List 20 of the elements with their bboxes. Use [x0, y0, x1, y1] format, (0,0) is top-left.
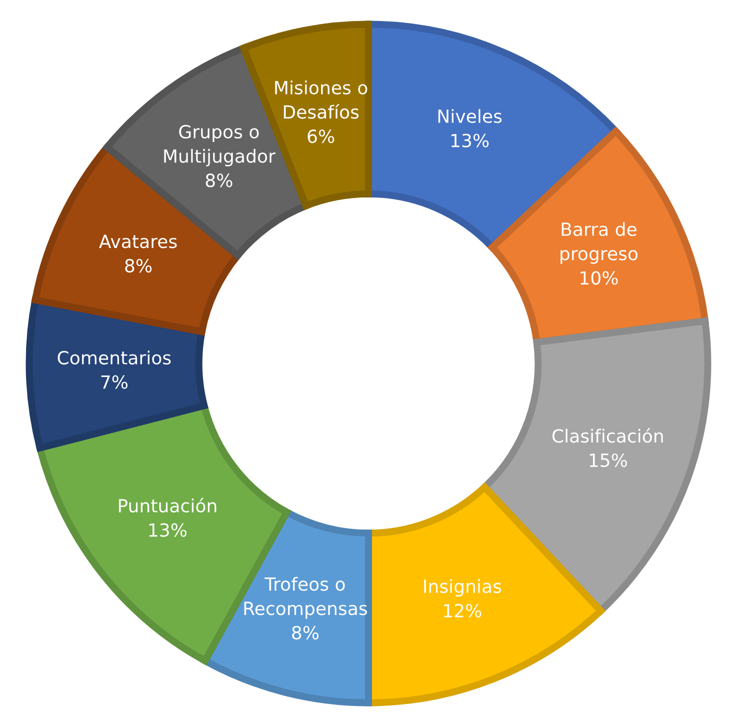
slice-label: Grupos o Multijugador: [164, 124, 276, 166]
slice-label: Barra de progreso: [560, 222, 638, 264]
data-label: 12%: [444, 604, 482, 618]
slice-label: Clasificación: [552, 428, 663, 443]
slice-label: Insignias: [424, 579, 502, 597]
slice-label: Niveles: [438, 109, 502, 124]
data-label: 8%: [206, 174, 232, 188]
slice-label: Trofeos o Recompensas: [244, 576, 367, 619]
data-label: 8%: [125, 258, 152, 273]
slice-label: Puntuación: [118, 498, 216, 513]
data-label: 15%: [590, 453, 627, 468]
data-label: 8%: [292, 626, 319, 640]
data-label: 13%: [451, 134, 489, 148]
data-label: 7%: [101, 375, 128, 389]
slice-label: Avatares: [99, 234, 177, 248]
slice-label: Comentarios: [58, 350, 171, 365]
data-label: 13%: [149, 523, 187, 537]
data-label: 10%: [580, 271, 618, 285]
slice-label: Misiones o Desafíos: [275, 80, 368, 119]
data-label: 6%: [308, 129, 334, 144]
